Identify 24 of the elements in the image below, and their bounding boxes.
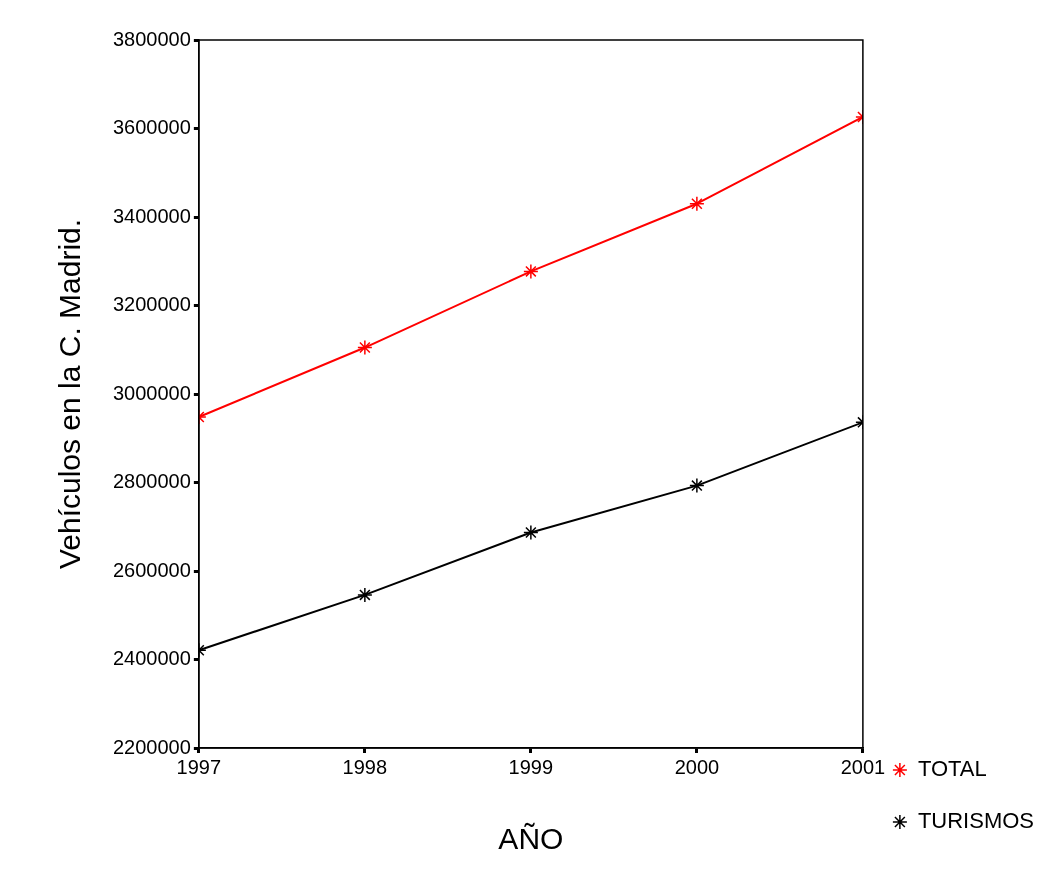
x-tick-label: 1997 — [176, 755, 222, 778]
y-tick-label: 3400000 — [112, 204, 191, 227]
x-tick-label: 2001 — [840, 755, 886, 778]
y-tick-label: 2200000 — [112, 735, 191, 758]
y-tick-label: 3200000 — [112, 293, 191, 316]
point — [357, 339, 373, 356]
x-tick-label: 2000 — [674, 755, 720, 778]
x-axis-title: AÑO — [498, 822, 564, 856]
y-tick-label: 3800000 — [112, 27, 191, 50]
y-tick-label: 2600000 — [112, 558, 191, 581]
y-tick-label: 2800000 — [112, 470, 191, 493]
point — [523, 524, 539, 541]
legend-label: TURISMOS — [917, 808, 1035, 834]
point — [357, 587, 373, 603]
y-axis-title: Vehículos en la C. Madrid. — [53, 218, 87, 570]
y-tick-label: 3000000 — [112, 381, 191, 404]
x-tick-label: 1998 — [342, 755, 388, 778]
point — [689, 477, 705, 494]
y-tick-label: 2400000 — [112, 647, 191, 670]
point — [523, 263, 539, 280]
legend-label: TOTAL — [917, 756, 987, 782]
x-tick-label: 1999 — [508, 755, 554, 778]
point — [689, 195, 705, 212]
y-tick-label: 3600000 — [112, 116, 191, 139]
